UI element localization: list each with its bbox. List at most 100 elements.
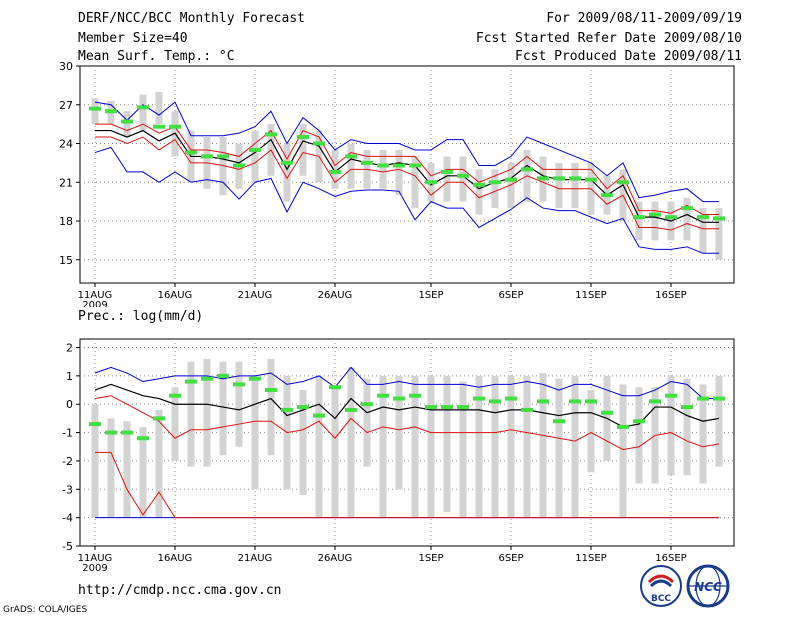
temp-median-marker xyxy=(713,216,725,221)
prec-range-bar xyxy=(635,387,643,484)
temp-median-marker xyxy=(569,176,581,181)
prec-range-bar xyxy=(491,375,499,518)
temp-median-marker xyxy=(201,154,213,159)
temp-range-bar xyxy=(459,156,467,202)
prec-ytick-label: -4 xyxy=(62,512,73,525)
bcc-logo-text: BCC xyxy=(651,594,671,604)
temp-median-marker xyxy=(233,163,245,168)
prec-mean-line xyxy=(94,383,720,428)
prec-median-marker xyxy=(585,399,597,404)
prec-median-marker xyxy=(665,393,677,398)
prec-median-marker xyxy=(649,399,661,404)
temp-median-marker xyxy=(185,150,197,155)
prec-range-bar xyxy=(107,418,115,518)
prec-xtick-label: 16SEP xyxy=(655,553,686,564)
temp-median-marker xyxy=(537,176,549,181)
prec-median-marker xyxy=(441,405,453,410)
prec-range-bar xyxy=(459,381,467,518)
prec-median-marker xyxy=(217,373,229,378)
temp-range-bar xyxy=(283,143,291,202)
member-size: Member Size=40 xyxy=(78,31,188,46)
temp-ytick-label: 24 xyxy=(59,138,73,151)
prec-median-marker xyxy=(409,393,421,398)
prec-median-marker xyxy=(633,419,645,424)
temp-ytick-label: 30 xyxy=(59,62,73,73)
prec-median-marker xyxy=(569,399,581,404)
temp-range-bar xyxy=(155,91,163,125)
prec-ytick-label: -1 xyxy=(62,427,73,440)
temp-median-marker xyxy=(345,154,357,159)
prec-ytick-label: -2 xyxy=(62,455,73,468)
prec-median-marker xyxy=(281,407,293,412)
temp-frame xyxy=(79,65,735,284)
temp-xtick-label: 11AUG xyxy=(78,290,113,301)
temp-median-marker xyxy=(377,163,389,168)
prec-range-bar xyxy=(395,375,403,490)
prec-range-bar xyxy=(203,358,211,467)
prec-range-bar xyxy=(251,375,259,490)
temp-median-marker xyxy=(585,177,597,182)
prec-median-marker xyxy=(505,396,517,401)
prec-xtick-label: 26AUG xyxy=(318,553,353,564)
temp-median-marker xyxy=(553,176,565,181)
prec-frame xyxy=(79,338,735,547)
fcst-started: Fcst Started Refer Date 2009/08/10 xyxy=(475,31,742,46)
footer-url[interactable]: http://cmdp.ncc.cma.gov.cn xyxy=(78,583,282,598)
prec-range-bar xyxy=(555,378,563,518)
bcc-logo: BCC xyxy=(640,565,682,607)
temp-median-marker xyxy=(697,215,709,220)
prec-inner-lower-line xyxy=(95,451,719,519)
temp-xtick-label: 6SEP xyxy=(498,290,523,301)
temp-median-marker xyxy=(297,135,309,140)
temp-median-marker xyxy=(601,193,613,198)
prec-range-bar xyxy=(139,426,147,518)
temp-range-bar xyxy=(555,162,563,209)
ncc-logo-text: NCC xyxy=(694,580,722,594)
prec-median-marker xyxy=(169,393,181,398)
prec-median-marker xyxy=(553,419,565,424)
temp-median-marker xyxy=(313,141,325,146)
temp-outer-upper-line xyxy=(94,101,719,203)
prec-range-bar xyxy=(171,387,179,461)
temp-inner-lower-line xyxy=(95,136,719,231)
temp-range-bar xyxy=(491,169,499,209)
temp-median-marker xyxy=(137,105,149,110)
prec-median-marker xyxy=(489,399,501,404)
prec-median-marker xyxy=(89,422,101,427)
prec-xtick-label: 21AUG xyxy=(238,553,273,564)
prec-range-bar xyxy=(347,367,355,518)
temp-median-marker xyxy=(425,180,437,185)
prec-range-bar xyxy=(379,375,387,518)
prec-median-marker xyxy=(617,424,629,429)
temp-range-bar xyxy=(395,149,403,196)
prec-xtick-label: 11AUG xyxy=(78,553,113,564)
prec-range-bar xyxy=(123,421,131,518)
prec-median-marker xyxy=(137,436,149,441)
prec-median-marker xyxy=(521,407,533,412)
temp-median-marker xyxy=(409,163,421,168)
temp-inner-upper-line xyxy=(95,123,719,216)
temp-median-marker xyxy=(121,119,133,124)
temp-range-bar xyxy=(123,111,131,138)
prec-median-marker xyxy=(473,396,485,401)
prec-median-marker xyxy=(393,396,405,401)
prec-median-marker xyxy=(377,393,389,398)
temp-range-bar xyxy=(507,162,515,209)
prec-year-label: 2009 xyxy=(82,563,107,574)
prec-outer-upper-line xyxy=(94,366,719,400)
temp-median-marker xyxy=(249,147,261,152)
prec-range-bar xyxy=(219,361,227,456)
prec-ytick-label: 1 xyxy=(66,370,73,383)
prec-median-marker xyxy=(249,376,261,381)
temp-median-marker xyxy=(329,169,341,174)
temp-range-bar xyxy=(347,143,355,189)
prec-range-bar xyxy=(443,375,451,512)
prec-xtick-label: 11SEP xyxy=(575,553,606,564)
temp-mean-line xyxy=(95,129,719,223)
temp-ytick-label: 18 xyxy=(59,215,73,228)
temp-median-marker xyxy=(633,215,645,220)
temp-xtick-label: 16SEP xyxy=(655,290,686,301)
prec-range-bar xyxy=(331,387,339,518)
prec-range-bar xyxy=(619,384,627,518)
prec-median-marker xyxy=(601,410,613,415)
